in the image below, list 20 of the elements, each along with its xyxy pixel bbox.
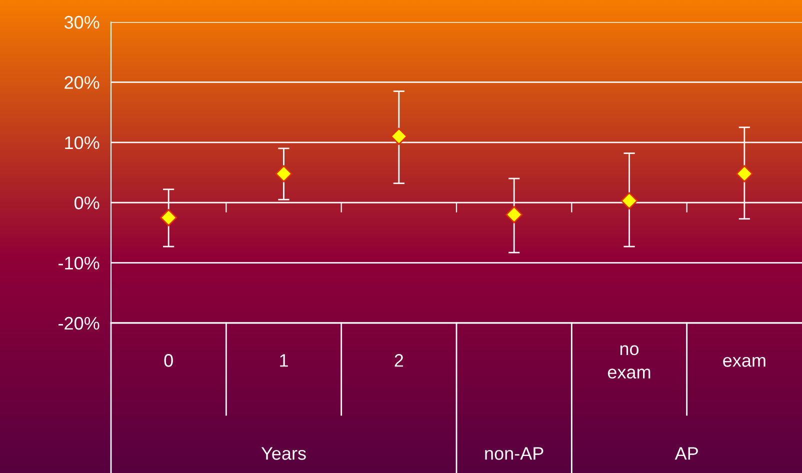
x-tick-label: 1 bbox=[280, 354, 288, 367]
x-tick-label: 0 bbox=[164, 354, 173, 367]
point bbox=[160, 209, 178, 226]
point bbox=[736, 165, 753, 182]
point bbox=[390, 128, 408, 145]
y-tick-label: 20% bbox=[64, 76, 100, 89]
text: Years bbox=[261, 447, 306, 460]
y-tick-label: 0% bbox=[74, 196, 100, 210]
text: AP bbox=[674, 447, 698, 460]
x-tick-label: exam bbox=[723, 356, 766, 367]
text: non-AP bbox=[485, 447, 544, 460]
y-tick-label: 30% bbox=[64, 16, 100, 29]
point bbox=[506, 206, 523, 224]
y-tick-label: -10% bbox=[58, 256, 100, 270]
y-tick-label: 10% bbox=[65, 136, 100, 150]
y-tick-label: -20% bbox=[58, 316, 100, 330]
point bbox=[275, 165, 292, 182]
x-tick-label: 2 bbox=[394, 354, 404, 367]
point bbox=[620, 192, 638, 210]
x-tick-label: no exam bbox=[608, 345, 650, 379]
